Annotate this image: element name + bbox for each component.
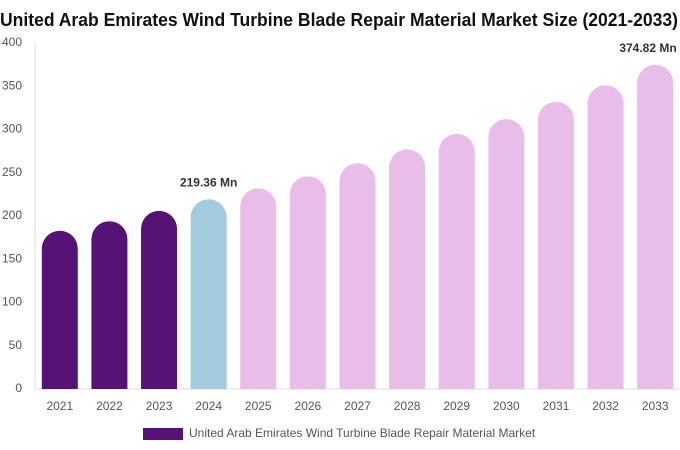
value-label: 374.82 Mn <box>619 41 676 55</box>
x-tick-label: 2030 <box>493 399 520 413</box>
legend-label: United Arab Emirates Wind Turbine Blade … <box>189 426 536 440</box>
bar <box>488 119 525 390</box>
y-tick-label: 400 <box>2 35 22 49</box>
y-tick-label: 200 <box>2 208 22 222</box>
bar <box>190 199 227 389</box>
x-tick-label: 2033 <box>642 399 669 413</box>
x-tick-label: 2022 <box>96 399 123 413</box>
bar <box>240 188 277 389</box>
y-tick-label: 250 <box>2 165 22 179</box>
x-tick-label: 2027 <box>344 399 371 413</box>
x-tick-label: 2031 <box>543 399 570 413</box>
x-tick-label: 2021 <box>46 399 73 413</box>
x-tick-label: 2024 <box>195 399 222 413</box>
bar <box>289 176 326 389</box>
bar <box>637 64 674 389</box>
chart-title: United Arab Emirates Wind Turbine Blade … <box>0 10 678 30</box>
y-tick-label: 350 <box>2 78 22 92</box>
x-tick-label: 2023 <box>146 399 173 413</box>
y-tick-label: 150 <box>2 251 22 265</box>
bar <box>389 149 426 389</box>
bar <box>91 221 128 389</box>
y-tick-label: 50 <box>9 338 23 352</box>
x-tick-label: 2025 <box>245 399 272 413</box>
y-tick-label: 100 <box>2 295 22 309</box>
bar <box>339 163 376 389</box>
y-tick-label: 0 <box>15 381 22 395</box>
bar <box>587 85 624 389</box>
legend-swatch <box>143 428 183 440</box>
x-tick-label: 2028 <box>394 399 421 413</box>
bar <box>537 101 574 389</box>
y-tick-label: 300 <box>2 122 22 136</box>
x-tick-label: 2026 <box>295 399 322 413</box>
bar <box>141 210 178 389</box>
value-label: 219.36 Mn <box>180 175 237 189</box>
bar <box>41 230 78 389</box>
x-tick-label: 2032 <box>592 399 619 413</box>
x-tick-label: 2029 <box>443 399 470 413</box>
bar <box>438 133 475 389</box>
